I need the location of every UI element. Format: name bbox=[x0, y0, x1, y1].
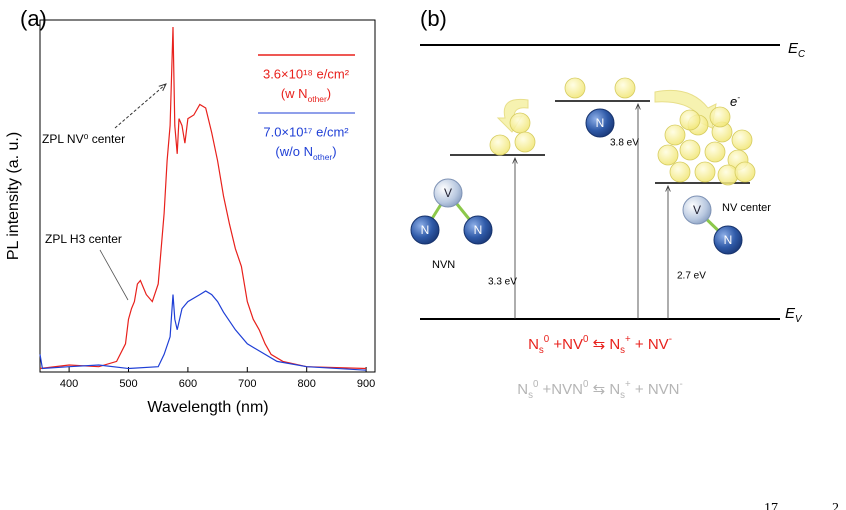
panel-label: (a) bbox=[20, 6, 47, 31]
legend-label: 7.0×10¹⁷ e/cm² bbox=[263, 124, 349, 139]
electron bbox=[514, 131, 536, 153]
x-tick-label: 700 bbox=[238, 378, 256, 390]
atom bbox=[713, 225, 743, 255]
series-line bbox=[39, 26, 367, 370]
text-part: V bbox=[795, 314, 803, 325]
rich-text: (w Nother) bbox=[281, 86, 331, 104]
annotation: ZPL H3 center bbox=[45, 232, 122, 246]
text-part: - bbox=[737, 92, 740, 102]
text-part: s bbox=[539, 345, 544, 356]
atom bbox=[463, 215, 493, 245]
x-tick-label: 500 bbox=[119, 378, 137, 390]
text-part: ⇆ N bbox=[588, 381, 620, 398]
annotation-arrow bbox=[114, 84, 166, 129]
atom bbox=[410, 215, 440, 245]
text-part: 0 bbox=[583, 334, 589, 345]
atom bbox=[585, 108, 615, 138]
electron bbox=[704, 141, 726, 163]
text-part: N bbox=[517, 381, 528, 398]
text-part: N bbox=[528, 336, 539, 353]
text-part: e bbox=[730, 94, 737, 109]
electron bbox=[679, 139, 701, 161]
defect-label: NV center bbox=[722, 202, 771, 214]
energy-label: 2.7 eV bbox=[677, 271, 706, 282]
energy-label: 3.3 eV bbox=[488, 277, 517, 288]
energy-label: 3.8 eV bbox=[610, 138, 639, 149]
rich-text: e- bbox=[730, 92, 740, 109]
text-part: s bbox=[528, 390, 533, 401]
text-part: + bbox=[625, 379, 631, 390]
electron bbox=[664, 124, 686, 146]
electron bbox=[489, 134, 511, 156]
text-part: ) bbox=[327, 86, 331, 101]
atom-label: N bbox=[724, 233, 733, 247]
text-part: + NVN bbox=[631, 381, 680, 398]
rich-text: Ns0 +NV0 ⇆ Ns+ + NV- bbox=[528, 334, 672, 356]
text-part: C bbox=[798, 49, 806, 60]
text-part: 0 bbox=[544, 334, 550, 345]
atom-label: N bbox=[421, 223, 430, 237]
text-part: 0 bbox=[583, 379, 589, 390]
x-tick-label: 900 bbox=[357, 378, 375, 390]
rich-text: EV bbox=[785, 305, 803, 325]
text-part: other bbox=[313, 152, 332, 162]
annotation-arrow bbox=[99, 249, 129, 301]
rich-text: EC bbox=[788, 40, 806, 60]
text-part: - bbox=[669, 334, 672, 345]
atom-label: V bbox=[444, 186, 452, 200]
equations: Ns0 +NV0 ⇆ Ns+ + NV-Ns0 +NVN0 ⇆ Ns+ + NV… bbox=[517, 334, 683, 401]
atom-label: N bbox=[474, 223, 483, 237]
text-part: + NV bbox=[631, 336, 669, 353]
x-axis-label: Wavelength (nm) bbox=[147, 399, 268, 416]
plot-frame bbox=[39, 19, 376, 373]
atom-label: N bbox=[596, 116, 605, 130]
y-axis-label: PL intensity (a. u.) bbox=[5, 132, 22, 260]
rich-text: Ns0 +NVN0 ⇆ Ns+ + NVN- bbox=[517, 379, 683, 401]
electron bbox=[564, 77, 586, 99]
text-part: s bbox=[620, 390, 625, 401]
panel-label: (b) bbox=[420, 6, 447, 31]
atom-label: V bbox=[693, 203, 701, 217]
atom bbox=[433, 178, 463, 208]
cropped-text: 2 bbox=[832, 501, 839, 510]
text-part: - bbox=[680, 379, 683, 390]
atom bbox=[682, 195, 712, 225]
text-part: (w/o N bbox=[275, 144, 313, 159]
electron bbox=[709, 106, 731, 128]
electron bbox=[679, 109, 701, 131]
electron bbox=[734, 161, 756, 183]
text-part: E bbox=[788, 40, 799, 57]
rich-text: (w/o Nother) bbox=[275, 144, 336, 162]
text-part: +NVN bbox=[538, 381, 583, 398]
electron bbox=[669, 161, 691, 183]
text-part: s bbox=[620, 345, 625, 356]
annotation: ZPL NV⁰ center bbox=[42, 132, 125, 146]
text-part: (w N bbox=[281, 86, 308, 101]
electron bbox=[509, 112, 531, 134]
text-part: 0 bbox=[533, 379, 539, 390]
electron bbox=[614, 77, 636, 99]
text-part: E bbox=[785, 305, 796, 322]
series-line bbox=[39, 290, 367, 371]
defect-label: NVN bbox=[432, 259, 455, 271]
x-tick-label: 400 bbox=[60, 378, 78, 390]
electron bbox=[731, 129, 753, 151]
cropped-text: 17 bbox=[764, 501, 778, 510]
electron bbox=[717, 164, 739, 186]
text-part: + bbox=[625, 334, 631, 345]
text-part: +NV bbox=[549, 336, 583, 353]
text-part: other bbox=[308, 94, 327, 104]
text-part: ⇆ N bbox=[588, 336, 620, 353]
x-tick-label: 800 bbox=[298, 378, 316, 390]
x-tick-label: 600 bbox=[179, 378, 197, 390]
electron bbox=[657, 144, 679, 166]
electron bbox=[694, 161, 716, 183]
text-part: ) bbox=[332, 144, 336, 159]
legend-label: 3.6×10¹⁸ e/cm² bbox=[263, 66, 350, 81]
